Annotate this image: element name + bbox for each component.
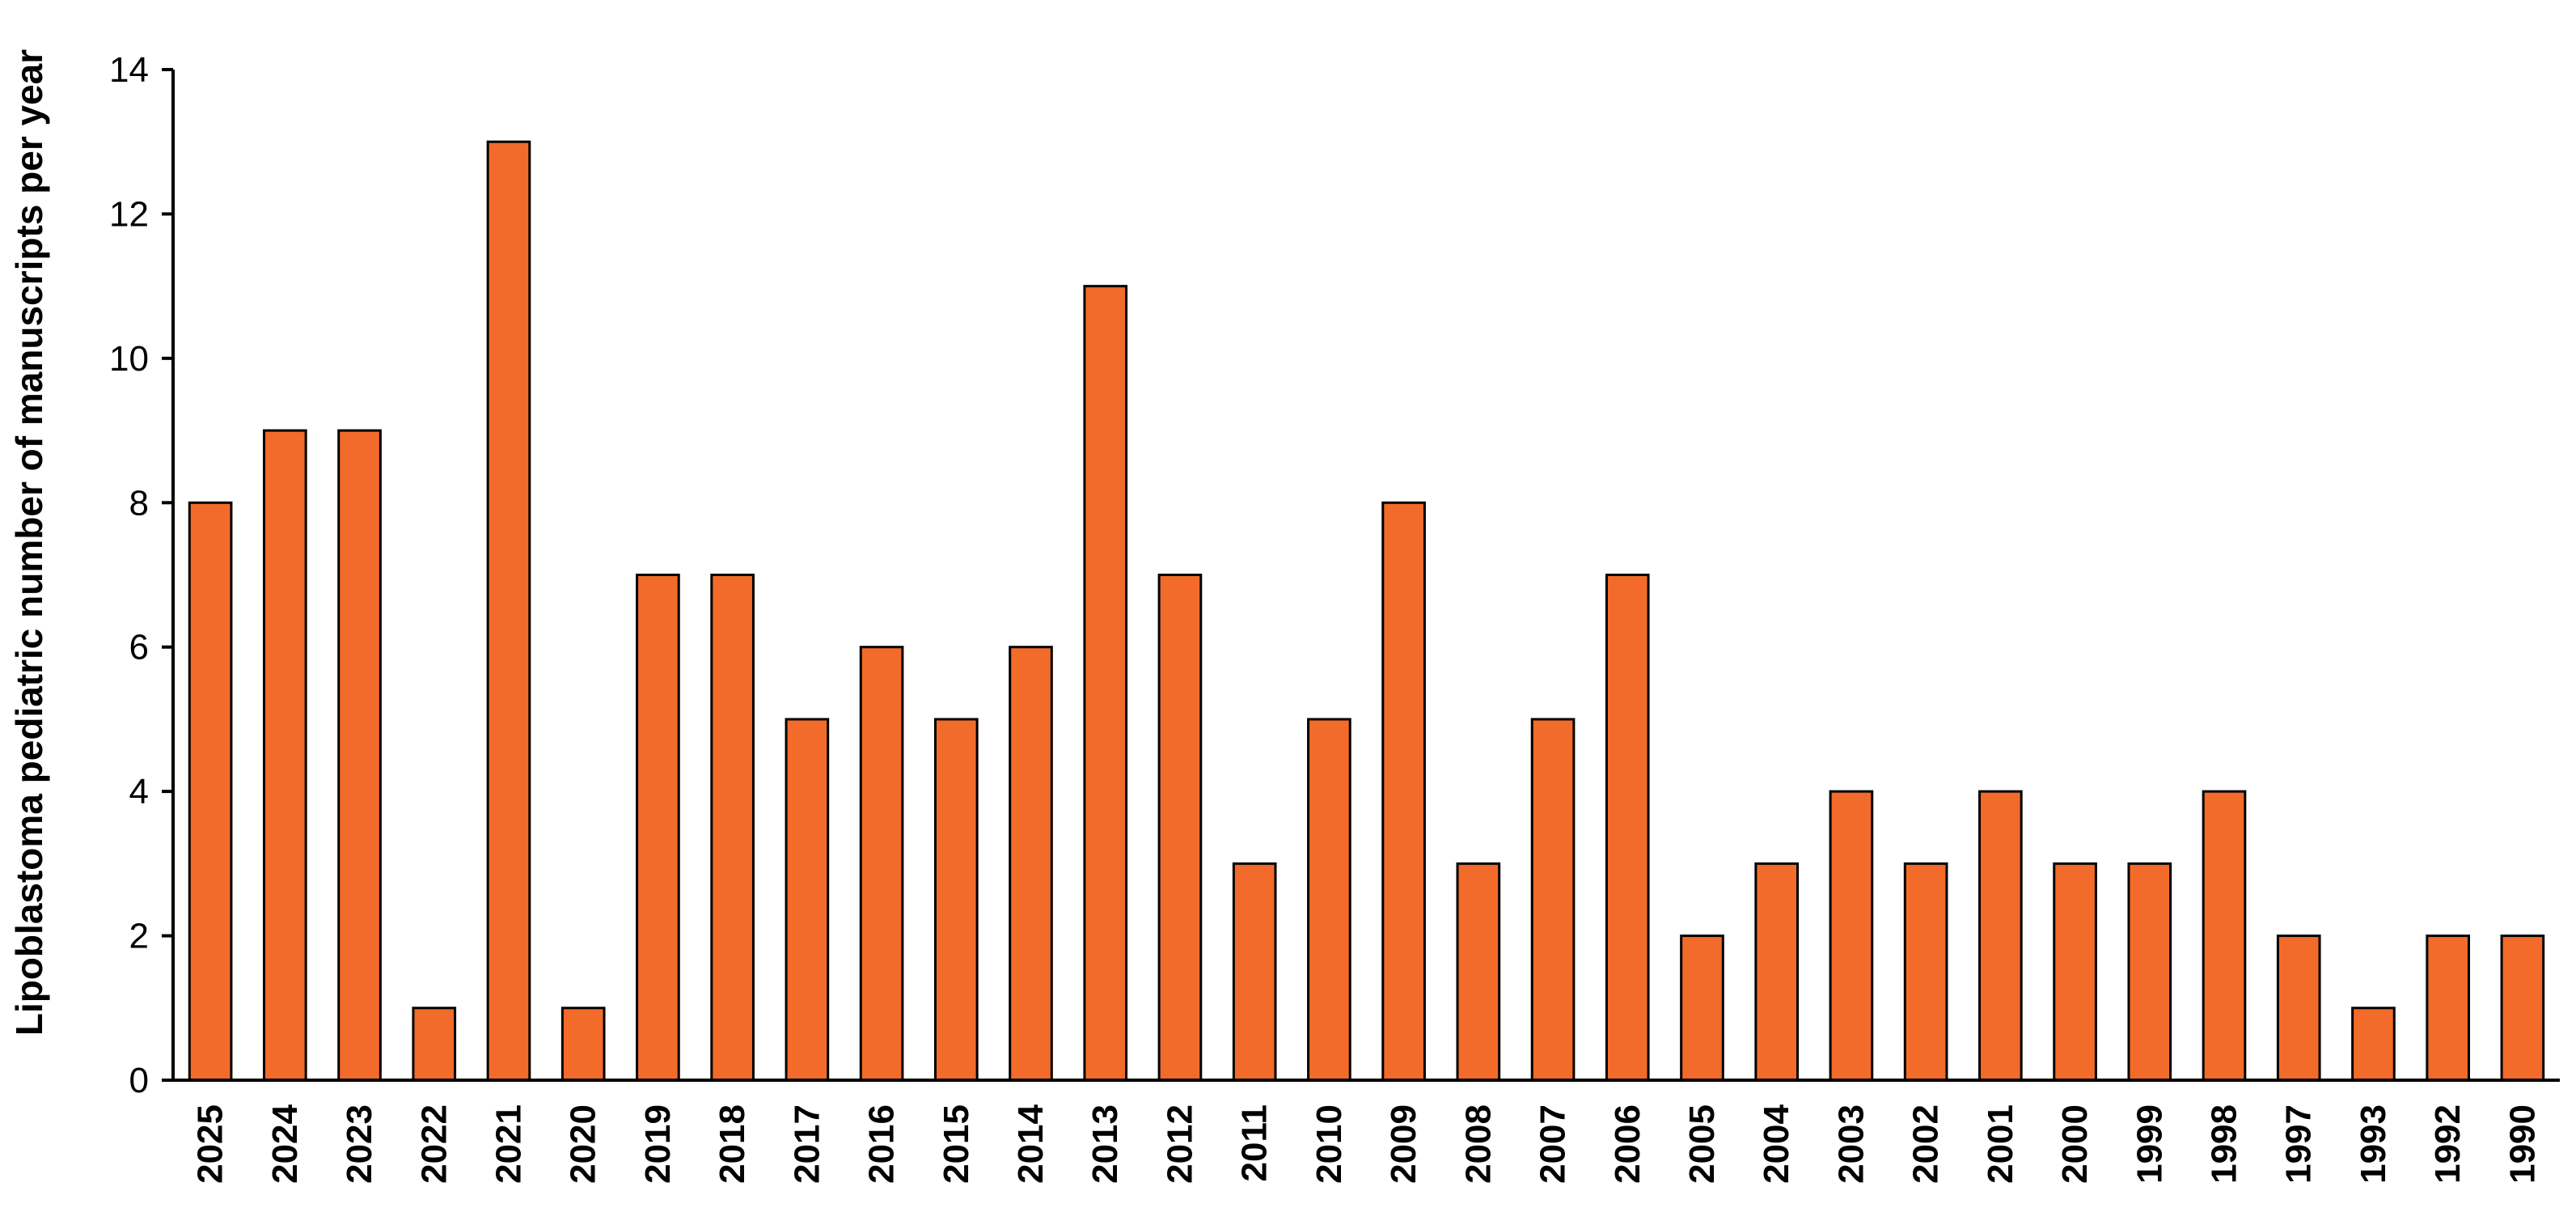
y-tick-label: 4 xyxy=(129,772,149,812)
bar-2022 xyxy=(412,1007,457,1082)
bar-1993 xyxy=(2351,1007,2396,1082)
x-tick-label-2018: 2018 xyxy=(713,1104,752,1184)
x-tick-label-2003: 2003 xyxy=(1831,1104,1871,1184)
bar-1999 xyxy=(2127,862,2172,1082)
bar-2014 xyxy=(1009,646,1053,1082)
x-tick-label-1990: 1990 xyxy=(2502,1104,2542,1184)
bar-2003 xyxy=(1829,790,1874,1082)
bar-1992 xyxy=(2426,935,2470,1082)
bar-2002 xyxy=(1903,862,1948,1082)
y-tick-label: 0 xyxy=(129,1061,149,1100)
x-tick-label-1992: 1992 xyxy=(2428,1104,2468,1184)
x-tick-label-2000: 2000 xyxy=(2055,1104,2095,1184)
x-tick-label-2015: 2015 xyxy=(937,1104,976,1184)
bar-2000 xyxy=(2053,862,2097,1082)
bar-2018 xyxy=(710,574,755,1082)
bar-2005 xyxy=(1680,935,1724,1082)
bar-2008 xyxy=(1456,862,1501,1082)
bar-2025 xyxy=(188,501,233,1082)
x-tick-label-2016: 2016 xyxy=(862,1104,902,1184)
x-tick-label-1999: 1999 xyxy=(2130,1104,2169,1184)
labels-layer: 0 2 4 6 8 10 12 14 2025 2024 2023 2022 2021 2020 2019 2… xyxy=(109,50,2542,1184)
x-tick-label-1993: 1993 xyxy=(2354,1104,2393,1184)
y-tick-label: 2 xyxy=(129,917,149,956)
x-tick-label-2014: 2014 xyxy=(1011,1104,1051,1183)
x-tick-label-2011: 2011 xyxy=(1235,1104,1275,1181)
x-tick-label-2001: 2001 xyxy=(1981,1104,2020,1184)
x-tick-label-2008: 2008 xyxy=(1458,1104,1498,1184)
bar-2011 xyxy=(1232,862,1277,1082)
bar-1998 xyxy=(2202,790,2247,1082)
y-axis-title: Lipoblastoma pediatric number of manuscr… xyxy=(8,49,50,1036)
bar-2013 xyxy=(1083,285,1128,1082)
bar-2023 xyxy=(337,429,382,1082)
bar-2016 xyxy=(859,646,904,1082)
x-tick-label-2017: 2017 xyxy=(787,1104,827,1184)
y-tick-label: 12 xyxy=(109,194,149,234)
bar-2007 xyxy=(1530,718,1576,1082)
bar-2021 xyxy=(486,140,531,1082)
x-tick-label-2010: 2010 xyxy=(1309,1104,1349,1184)
x-tick-label-1997: 1997 xyxy=(2279,1104,2319,1184)
y-tick-label: 10 xyxy=(109,339,149,379)
x-tick-label-2007: 2007 xyxy=(1533,1104,1573,1184)
bar-1997 xyxy=(2276,935,2321,1082)
x-tick-label-2012: 2012 xyxy=(1160,1104,1199,1184)
bar-2006 xyxy=(1605,574,1650,1082)
x-tick-label-2013: 2013 xyxy=(1085,1104,1125,1184)
y-tick-label: 6 xyxy=(129,628,149,668)
bar-2004 xyxy=(1754,862,1800,1082)
y-tick-label: 8 xyxy=(129,483,149,523)
x-tick-label-2025: 2025 xyxy=(191,1104,231,1184)
x-tick-label-1998: 1998 xyxy=(2205,1104,2244,1184)
x-tick-label-2021: 2021 xyxy=(489,1104,528,1184)
bar-2019 xyxy=(636,574,680,1082)
x-tick-label-2006: 2006 xyxy=(1608,1104,1648,1184)
bar-2010 xyxy=(1307,718,1351,1082)
x-tick-label-2022: 2022 xyxy=(414,1104,454,1184)
bar-2017 xyxy=(785,718,830,1082)
bar-1990 xyxy=(2500,935,2545,1082)
x-tick-label-2004: 2004 xyxy=(1757,1104,1796,1183)
bar-2009 xyxy=(1381,501,1426,1082)
axes-layer xyxy=(162,68,2560,1082)
bar-2020 xyxy=(560,1007,606,1082)
bar-2015 xyxy=(933,718,979,1082)
bar-2012 xyxy=(1157,574,1203,1082)
x-tick-label-2009: 2009 xyxy=(1384,1104,1423,1184)
x-tick-label-2019: 2019 xyxy=(638,1104,678,1184)
bars-layer xyxy=(188,140,2545,1082)
bar-2024 xyxy=(263,429,307,1082)
x-tick-label-2023: 2023 xyxy=(340,1104,379,1184)
x-tick-label-2005: 2005 xyxy=(1682,1104,1722,1184)
x-tick-label-2024: 2024 xyxy=(265,1104,305,1183)
x-tick-label-2002: 2002 xyxy=(1906,1104,1946,1184)
x-tick-label-2020: 2020 xyxy=(564,1104,603,1184)
y-tick-label: 14 xyxy=(109,50,149,90)
bar-2001 xyxy=(1978,790,2023,1082)
